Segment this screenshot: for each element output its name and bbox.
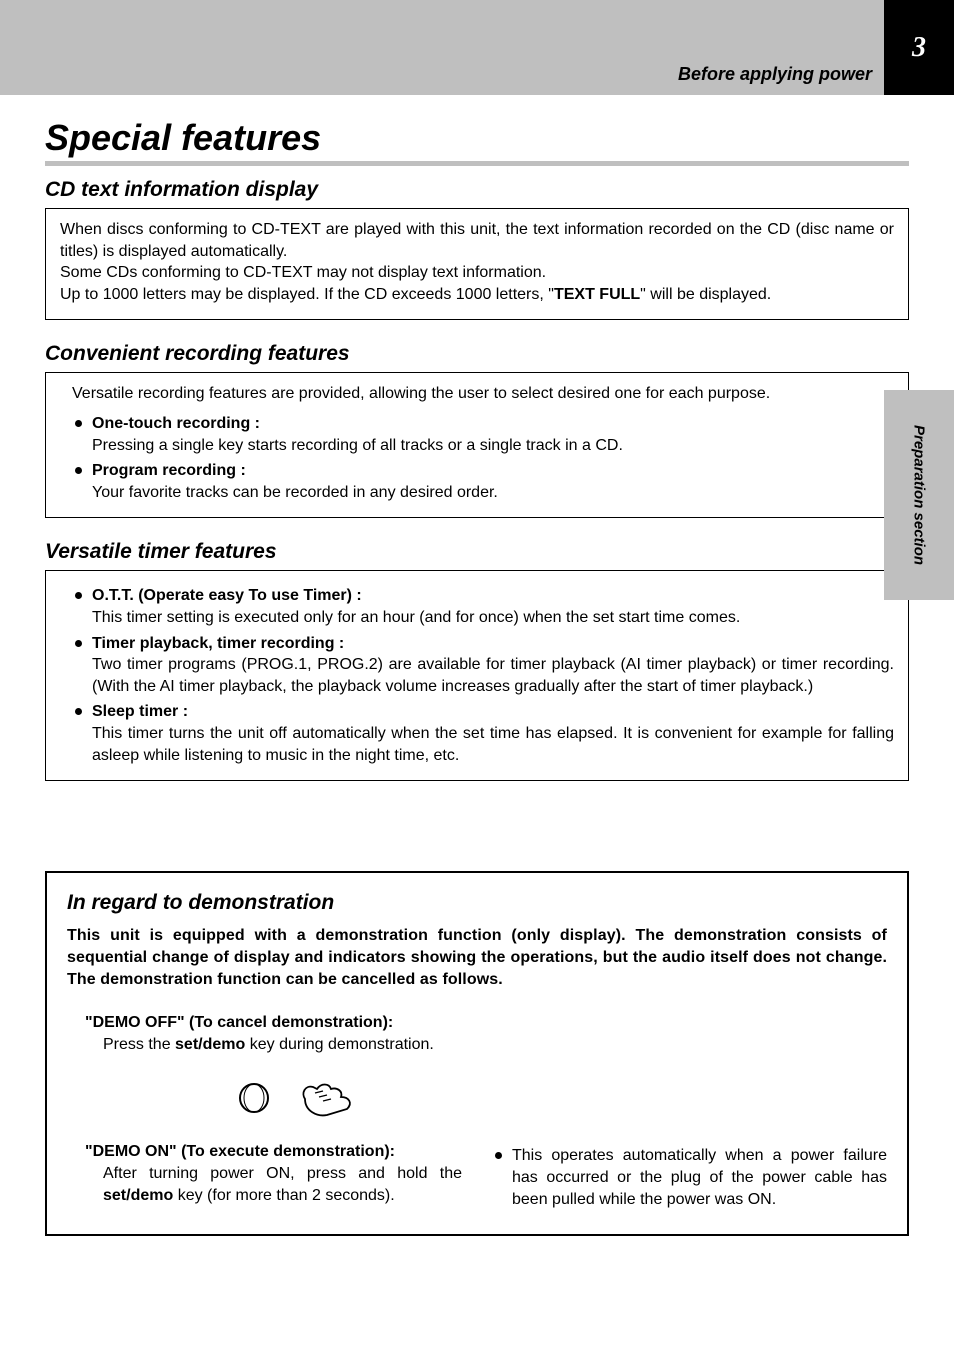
- item-title: Timer playback, timer recording :: [92, 635, 344, 652]
- cd-text-box: When discs conforming to CD-TEXT are pla…: [45, 208, 909, 320]
- demo-off-a: Press the: [103, 1036, 175, 1053]
- recording-box: Versatile recording features are provide…: [45, 372, 909, 518]
- cd-text-p3: Up to 1000 letters may be displayed. If …: [60, 284, 894, 306]
- cd-text-p3b: TEXT FULL: [554, 286, 640, 303]
- content-area: Special features CD text information dis…: [0, 95, 954, 1276]
- demo-off-b: set/demo: [175, 1036, 245, 1053]
- item-title: O.T.T. (Operate easy To use Timer) :: [92, 587, 362, 604]
- cd-text-p3c: " will be displayed.: [640, 286, 771, 303]
- side-section-label: Preparation section: [911, 425, 928, 565]
- list-item: Sleep timer : This timer turns the unit …: [72, 701, 894, 766]
- main-title: Special features: [45, 117, 909, 166]
- demo-off-body: Press the set/demo key during demonstrat…: [85, 1034, 887, 1056]
- demo-intro: This unit is equipped with a demonstrati…: [67, 925, 887, 990]
- list-item: Timer playback, timer recording : Two ti…: [72, 633, 894, 698]
- demo-off-c: key during demonstration.: [245, 1036, 434, 1053]
- item-body: Your favorite tracks can be recorded in …: [92, 482, 894, 504]
- demo-on-block: "DEMO ON" (To execute demonstration): Af…: [67, 1141, 462, 1206]
- demo-note: This operates automatically when a power…: [492, 1145, 887, 1210]
- item-title: One-touch recording :: [92, 415, 260, 432]
- timer-box: O.T.T. (Operate easy To use Timer) : Thi…: [45, 570, 909, 781]
- item-title: Program recording :: [92, 462, 246, 479]
- demo-off-title: "DEMO OFF" (To cancel demonstration):: [85, 1012, 887, 1034]
- list-item: One-touch recording : Pressing a single …: [72, 413, 894, 456]
- demo-on-a: After turning power ON, press and hold t…: [103, 1165, 462, 1182]
- demo-on-body: After turning power ON, press and hold t…: [85, 1163, 462, 1206]
- page-number: 3: [912, 32, 926, 64]
- item-body: This timer turns the unit off automatica…: [92, 723, 894, 766]
- button-icon: [237, 1081, 271, 1115]
- demo-on-title: "DEMO ON" (To execute demonstration):: [85, 1141, 462, 1163]
- page-number-tab: 3: [884, 0, 954, 95]
- demo-off-block: "DEMO OFF" (To cancel demonstration): Pr…: [67, 1012, 887, 1055]
- item-body: This timer setting is executed only for …: [92, 607, 894, 629]
- item-body: Two timer programs (PROG.1, PROG.2) are …: [92, 654, 894, 697]
- demo-heading: In regard to demonstration: [67, 889, 887, 917]
- demo-note-text: This operates automatically when a power…: [512, 1147, 887, 1207]
- side-section-tab: Preparation section: [884, 390, 954, 600]
- cd-text-p3a: Up to 1000 letters may be displayed. If …: [60, 286, 554, 303]
- cd-text-p1: When discs conforming to CD-TEXT are pla…: [60, 219, 894, 262]
- section-heading-recording: Convenient recording features: [45, 342, 909, 366]
- header-label: Before applying power: [678, 64, 872, 85]
- hand-press-icon: [297, 1077, 357, 1119]
- demonstration-box: In regard to demonstration This unit is …: [45, 871, 909, 1236]
- recording-intro: Versatile recording features are provide…: [72, 383, 894, 405]
- cd-text-p2: Some CDs conforming to CD-TEXT may not d…: [60, 262, 894, 284]
- demo-on-b: set/demo: [103, 1187, 173, 1204]
- item-body: Pressing a single key starts recording o…: [92, 435, 894, 457]
- list-item: O.T.T. (Operate easy To use Timer) : Thi…: [72, 585, 894, 628]
- demo-on-c: key (for more than 2 seconds).: [173, 1187, 394, 1204]
- section-heading-timer: Versatile timer features: [45, 540, 909, 564]
- section-heading-cd-text: CD text information display: [45, 178, 909, 202]
- header-band: Before applying power 3: [0, 0, 954, 95]
- demo-icon-row: [67, 1055, 887, 1141]
- item-title: Sleep timer :: [92, 703, 188, 720]
- list-item: Program recording : Your favorite tracks…: [72, 460, 894, 503]
